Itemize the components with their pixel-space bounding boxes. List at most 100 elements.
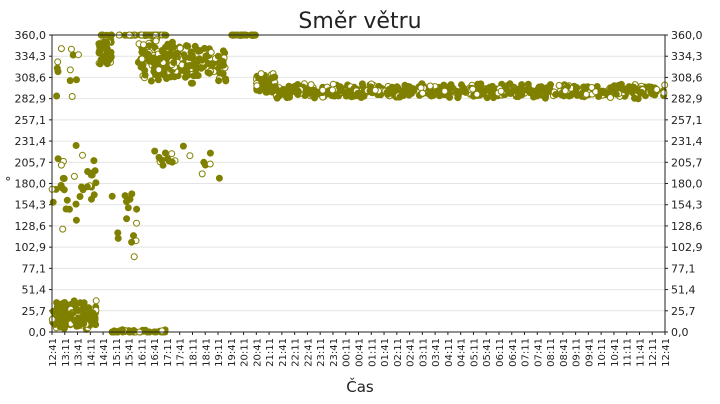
data-point [426,82,434,90]
x-tick-label: 04:11 [444,338,455,367]
data-point [582,90,590,98]
data-point [404,83,412,90]
data-point [176,44,184,52]
data-point [215,77,223,85]
x-tick-label: 12:11 [648,338,659,367]
data-point [49,198,57,206]
y-tick-label: 360,0 [15,29,47,42]
data-point [70,316,78,324]
data-point [660,89,668,97]
y-tick-label-right: 205,7 [671,156,703,169]
data-point [272,84,280,92]
data-point [518,91,526,99]
data-point [114,234,122,242]
data-point [154,76,162,84]
y-tick-label-right: 308,6 [671,71,703,84]
data-point [73,322,81,330]
data-point [190,72,198,80]
data-point [68,93,76,100]
data-point [140,41,147,49]
data-point [60,186,68,194]
data-point [70,172,78,180]
data-point [92,297,100,305]
data-point [103,47,111,55]
data-point [258,78,266,85]
data-point [61,302,69,310]
data-point [118,327,126,335]
x-tick-label: 11:11 [623,338,634,367]
data-point [206,69,213,77]
data-point [59,225,67,233]
data-point [78,183,85,191]
x-tick-label: 22:11 [291,338,302,367]
data-point [561,87,569,95]
data-point [161,71,169,79]
data-point [638,89,646,96]
y-tick-label-right: 128,6 [671,220,703,233]
data-point [80,320,88,328]
x-tick-label: 02:11 [393,338,404,367]
x-tick-label: 19:41 [227,338,238,367]
data-point [441,87,449,95]
data-point [195,47,202,55]
y-tick-label-right: 0,0 [671,326,689,339]
data-point [101,55,109,63]
data-point [72,200,80,208]
data-point [130,253,138,261]
chart-title: Směr větru [298,9,421,34]
data-point [216,69,224,77]
x-tick-label: 17:41 [176,338,187,367]
x-ticks: 12:41 13:11 13:41 14:11 14:41 15:11 15:41 16:11… [48,332,672,367]
x-tick-label: 17:11 [163,338,174,367]
data-point [522,86,530,94]
x-tick-label: 05:41 [482,338,493,367]
x-tick-label: 16:41 [150,338,161,367]
x-tick-label: 12:41 [661,338,672,367]
data-point [145,57,153,65]
data-point [62,205,70,213]
data-point [92,179,100,187]
data-point [572,85,580,93]
y-tick-label-right: 334,3 [671,50,703,63]
data-point [206,149,214,157]
data-point [54,155,62,163]
data-point [371,86,379,94]
data-point [425,90,433,98]
data-point [490,94,497,102]
data-point [286,93,293,101]
data-point [345,92,353,100]
y-tick-label-right: 102,9 [671,241,703,254]
data-point [161,149,169,157]
data-point [186,152,194,160]
data-point [156,55,164,63]
data-point [152,37,160,45]
data-point [53,299,61,307]
y-tick-label: 77,1 [22,262,47,275]
data-point [469,85,477,93]
y-tick-label: 51,4 [22,284,47,297]
y-tick-label-right: 154,3 [671,199,703,212]
y-tick-label: 231,4 [15,135,47,148]
data-point [273,94,281,102]
x-tick-label: 10:11 [597,338,608,367]
x-tick-label: 21:41 [278,338,289,367]
x-tick-label: 09:11 [572,338,583,367]
data-point [123,215,131,223]
data-point [597,88,605,96]
data-point [329,86,336,94]
y-ticks-right: 0,0 25,7 51,4 77,1 102,9 128,6 154,3 180,0 205,7… [665,29,703,339]
x-tick-label: 20:11 [240,338,251,367]
data-point [167,73,175,81]
data-point [354,89,362,97]
data-point [367,83,375,91]
data-point [207,48,215,56]
data-point [83,183,91,191]
data-point [215,174,223,182]
data-point [164,155,172,163]
data-point [183,69,190,77]
data-point [217,57,225,65]
data-point [198,170,206,178]
data-point [88,195,95,203]
